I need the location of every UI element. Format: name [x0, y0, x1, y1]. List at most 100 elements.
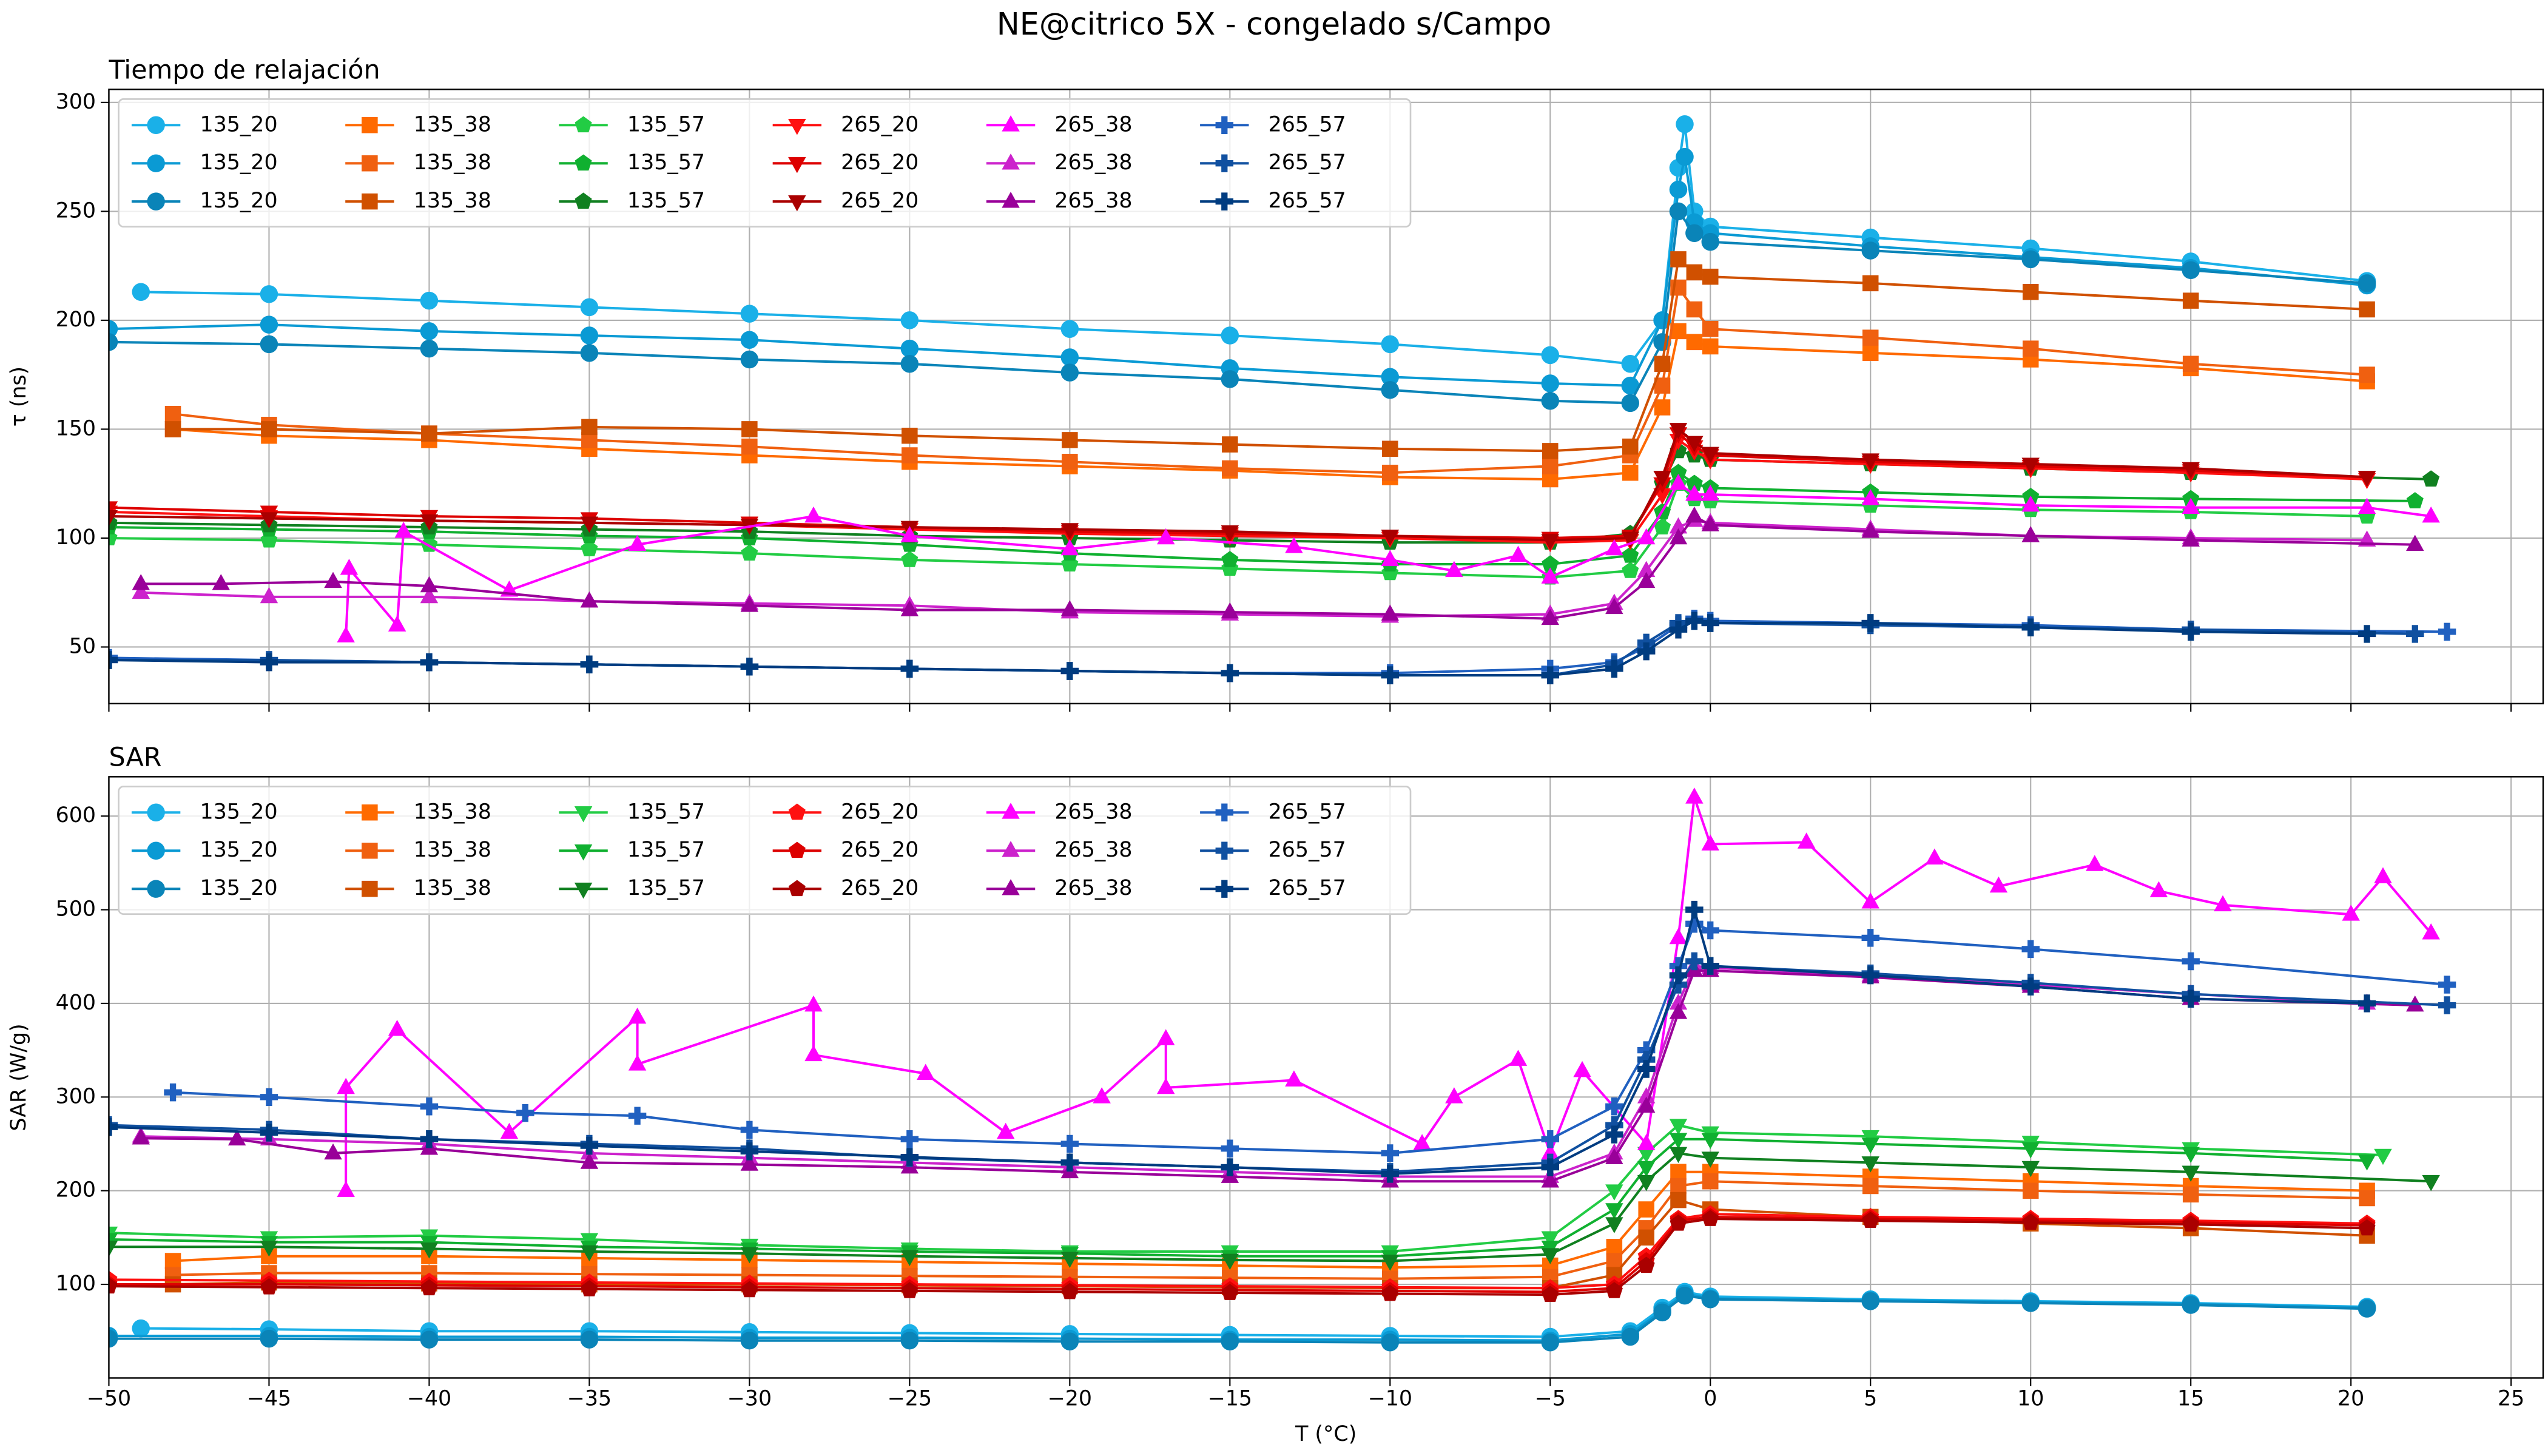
series-line [109, 1217, 2367, 1296]
data-point [2406, 492, 2424, 508]
data-point [628, 1007, 647, 1024]
data-point [740, 1154, 759, 1171]
data-point [132, 574, 150, 590]
legend-marker [788, 803, 806, 820]
data-point [2358, 1299, 2376, 1318]
data-point [1653, 1303, 1671, 1322]
data-point [1861, 1156, 1879, 1173]
data-point [1445, 561, 1463, 578]
axes-frame [108, 776, 2544, 1379]
data-point [1669, 1119, 1688, 1135]
series-line [173, 1180, 2367, 1280]
data-point [212, 574, 230, 590]
data-point [1221, 370, 1239, 388]
data-point [1542, 1286, 1559, 1302]
data-point [2021, 977, 2040, 996]
data-point [740, 596, 759, 612]
data-point [109, 651, 118, 669]
legend-marker [362, 116, 378, 133]
data-point [1621, 394, 1640, 413]
data-point [1541, 1171, 1560, 1188]
data-point [900, 659, 919, 678]
data-point [337, 626, 355, 642]
data-point [260, 285, 278, 303]
legend-marker [147, 116, 165, 134]
data-point [1702, 1173, 1719, 1190]
data-point [1637, 1134, 1656, 1150]
data-point [1157, 1029, 1175, 1045]
data-point [740, 1247, 759, 1264]
data-point [1637, 1256, 1655, 1273]
data-point [1381, 550, 1400, 567]
data-point [580, 326, 599, 345]
data-point [1445, 1087, 1463, 1104]
data-point [1621, 531, 1640, 548]
legend-marker [362, 193, 378, 210]
data-point [1861, 892, 1879, 909]
data-point [900, 354, 919, 373]
data-point [740, 305, 759, 323]
data-point [2182, 497, 2200, 514]
data-point [917, 1063, 935, 1080]
data-point [132, 1319, 150, 1338]
data-point [1541, 608, 1560, 625]
data-point [1573, 1060, 1591, 1077]
data-point [260, 587, 278, 604]
data-point [580, 1330, 599, 1349]
data-point [1622, 562, 1639, 578]
data-point [2358, 1219, 2376, 1236]
data-point [2021, 1294, 2040, 1312]
legend-marker [1215, 116, 1234, 134]
data-point [1669, 1003, 1688, 1019]
legend-label: 265_38 [1054, 112, 1132, 136]
data-point [1861, 614, 1879, 632]
data-point [1637, 528, 1656, 545]
data-point [1221, 326, 1239, 345]
legend-marker [362, 842, 378, 859]
legend-label: 265_20 [841, 876, 918, 900]
data-point [500, 1122, 519, 1139]
figure-title: NE@citrico 5X - congelado s/Campo [997, 7, 1552, 42]
data-point [1622, 438, 1639, 455]
data-point [1862, 275, 1879, 292]
data-point [581, 432, 598, 448]
legend-label: 135_57 [627, 876, 705, 900]
data-point [260, 1329, 278, 1348]
data-point [2149, 881, 2168, 897]
data-point [1686, 264, 1703, 281]
data-point [1061, 1282, 1079, 1299]
data-point [1653, 471, 1671, 487]
series-line [109, 1138, 2367, 1258]
legend-marker [147, 154, 165, 172]
data-point [1542, 458, 1559, 474]
legend-marker [1215, 841, 1234, 860]
data-point [2022, 283, 2039, 300]
data-point [1676, 1286, 1694, 1305]
legend-label: 135_57 [627, 150, 705, 175]
data-point [1654, 518, 1671, 534]
data-point [1654, 399, 1671, 416]
axes-title: Tiempo de relajación [108, 55, 380, 85]
data-point [1222, 460, 1238, 477]
data-point [1701, 1133, 1720, 1149]
data-point [421, 425, 437, 442]
legend-label: 135_57 [627, 800, 705, 824]
data-point [1541, 534, 1560, 550]
data-point [1621, 1327, 1640, 1346]
data-point [324, 571, 342, 588]
legend-marker [147, 192, 165, 211]
data-point [1621, 354, 1640, 373]
data-point [1670, 1214, 1687, 1231]
data-point [388, 1019, 406, 1036]
data-point [2438, 976, 2456, 994]
data-point [2214, 895, 2232, 912]
data-point [2438, 622, 2456, 641]
data-point [1701, 515, 1720, 531]
series-line [109, 157, 2367, 387]
data-point [1541, 567, 1560, 584]
data-point [2182, 989, 2200, 1008]
data-point [420, 653, 439, 672]
legend-marker [574, 882, 593, 899]
data-point [420, 1097, 439, 1116]
